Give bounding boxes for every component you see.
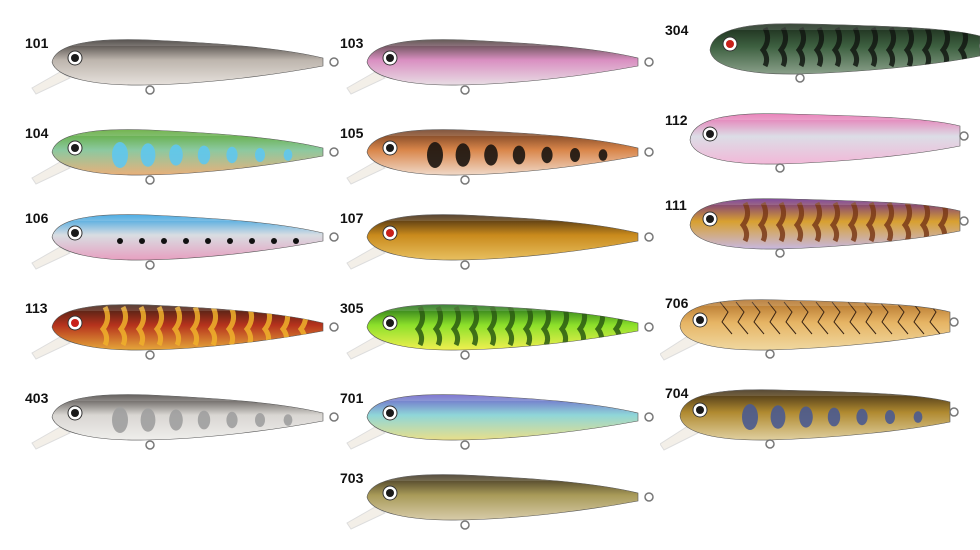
hook-eyelet	[460, 520, 470, 530]
lure-lip	[346, 71, 387, 95]
color-code-label: 104	[25, 125, 49, 141]
line-eyelet	[644, 492, 654, 502]
color-code-label: 704	[665, 385, 689, 401]
lure-lip	[346, 426, 387, 450]
color-code-label: 703	[340, 470, 364, 486]
hook-eyelet	[145, 260, 155, 270]
line-eyelet	[329, 57, 339, 67]
color-code-label: 105	[340, 125, 364, 141]
lure-101	[30, 28, 342, 103]
lure-104	[30, 118, 342, 193]
line-eyelet	[329, 322, 339, 332]
hook-eyelet	[460, 440, 470, 450]
lure-106	[30, 203, 342, 278]
lure-305	[345, 293, 657, 368]
color-code-label: 113	[25, 300, 48, 316]
lure-113	[30, 293, 342, 368]
color-code-label: 103	[340, 35, 364, 51]
lure-image	[31, 304, 339, 360]
line-eyelet	[644, 322, 654, 332]
color-code-label: 111	[665, 197, 687, 213]
color-code-label: 305	[340, 300, 364, 316]
lure-image	[31, 394, 339, 450]
lure-image	[31, 129, 339, 185]
lure-image	[346, 214, 654, 270]
lure-304	[690, 14, 980, 89]
lure-image	[31, 39, 339, 95]
hook-eyelet	[145, 350, 155, 360]
lure-403	[30, 383, 342, 458]
lure-image	[346, 304, 654, 360]
lure-lip	[31, 161, 72, 185]
color-code-label: 107	[340, 210, 364, 226]
line-eyelet	[959, 216, 969, 226]
lure-image	[346, 394, 654, 450]
color-code-label: 112	[665, 112, 688, 128]
lure-107	[345, 203, 657, 278]
lure-112	[670, 104, 972, 179]
lure-image	[709, 23, 980, 83]
color-code-label: 701	[340, 390, 364, 406]
lure-image	[689, 113, 969, 173]
hook-eyelet	[775, 163, 785, 173]
lure-image	[660, 389, 959, 451]
hook-eyelet	[765, 349, 775, 359]
hook-eyelet	[460, 260, 470, 270]
color-code-label: 403	[25, 390, 49, 406]
lure-lip	[31, 426, 72, 450]
hook-eyelet	[765, 439, 775, 449]
lure-image	[689, 198, 969, 258]
lure-lip	[31, 71, 72, 95]
hook-eyelet	[460, 85, 470, 95]
hook-eyelet	[145, 440, 155, 450]
line-eyelet	[329, 147, 339, 157]
line-eyelet	[644, 232, 654, 242]
lure-704	[660, 380, 962, 455]
color-code-label: 106	[25, 210, 49, 226]
lure-lip	[346, 246, 387, 270]
line-eyelet	[644, 147, 654, 157]
color-code-label: 101	[25, 35, 49, 51]
lure-111	[670, 189, 972, 264]
lure-lip	[346, 336, 387, 360]
hook-eyelet	[145, 85, 155, 95]
lure-image	[31, 214, 339, 270]
lure-701	[345, 383, 657, 458]
line-eyelet	[959, 131, 969, 141]
lure-lip	[346, 161, 387, 185]
line-eyelet	[329, 412, 339, 422]
line-eyelet	[329, 232, 339, 242]
lure-103	[345, 28, 657, 103]
lure-image	[346, 129, 654, 185]
line-eyelet	[949, 317, 959, 327]
hook-eyelet	[460, 175, 470, 185]
lure-105	[345, 118, 657, 193]
lure-lip	[31, 336, 72, 360]
hook-eyelet	[460, 350, 470, 360]
lure-image	[346, 474, 654, 530]
lure-image	[346, 39, 654, 95]
line-eyelet	[644, 412, 654, 422]
lure-lip	[346, 506, 387, 530]
lure-lip	[31, 246, 72, 270]
line-eyelet	[644, 57, 654, 67]
hook-eyelet	[145, 175, 155, 185]
lure-image	[660, 299, 959, 361]
color-code-label: 706	[665, 295, 689, 311]
color-code-label: 304	[665, 22, 689, 38]
hook-eyelet	[775, 248, 785, 258]
lure-706	[660, 290, 962, 365]
lure-703	[345, 463, 657, 538]
hook-eyelet	[795, 73, 805, 83]
line-eyelet	[949, 407, 959, 417]
